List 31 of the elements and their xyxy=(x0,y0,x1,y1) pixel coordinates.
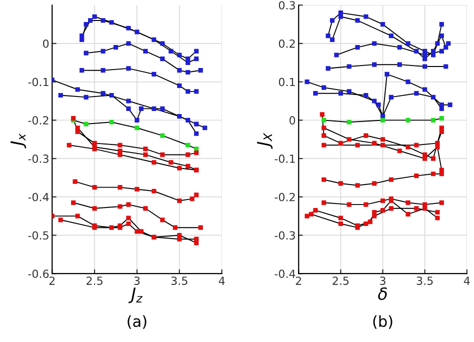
y-tick-label: -0.4 xyxy=(274,270,296,278)
text: (b) xyxy=(373,315,392,329)
y-tick-label: 0 xyxy=(290,116,296,125)
y-tick-label: -0.3 xyxy=(274,231,295,240)
y-axis-title: J$_{X}$ xyxy=(257,132,273,149)
y-tick-label: 0.1 xyxy=(278,78,295,86)
y-axis-title: J$_{x}$ xyxy=(10,134,26,148)
y-tick-label: 0 xyxy=(43,39,49,48)
x-tick-label: 3.5 xyxy=(416,276,433,285)
y-tick-label: 0.3 xyxy=(278,1,295,10)
y-tick-label: -0.5 xyxy=(28,231,48,240)
x-tick-label: 2.5 xyxy=(332,276,349,285)
y-tick-label: -0.1 xyxy=(274,154,295,163)
y-tick-label: -0.2 xyxy=(28,116,48,125)
y-tick-label: -0.2 xyxy=(274,192,295,202)
text: (a) xyxy=(128,315,146,329)
x-tick-label: 2 xyxy=(296,276,302,285)
x-tick-label: 4 xyxy=(218,276,225,285)
x-tick-label: 3.5 xyxy=(171,276,188,285)
x-axis-title: J$_{z}$ xyxy=(128,288,143,304)
x-tick-label: 3 xyxy=(380,276,386,285)
x-tick-label: 2 xyxy=(49,276,55,285)
y-tick-label: 0.2 xyxy=(278,39,295,48)
y-tick-label: -0.3 xyxy=(28,154,48,163)
x-axis-title: δ xyxy=(378,287,387,300)
x-tick-label: 4 xyxy=(464,276,470,285)
y-tick-label: -0.6 xyxy=(28,270,49,278)
x-tick-label: 3 xyxy=(134,276,140,285)
y-tick-label: -0.1 xyxy=(28,78,48,86)
x-tick-label: 2.5 xyxy=(86,276,102,285)
y-tick-label: -0.4 xyxy=(28,192,49,202)
